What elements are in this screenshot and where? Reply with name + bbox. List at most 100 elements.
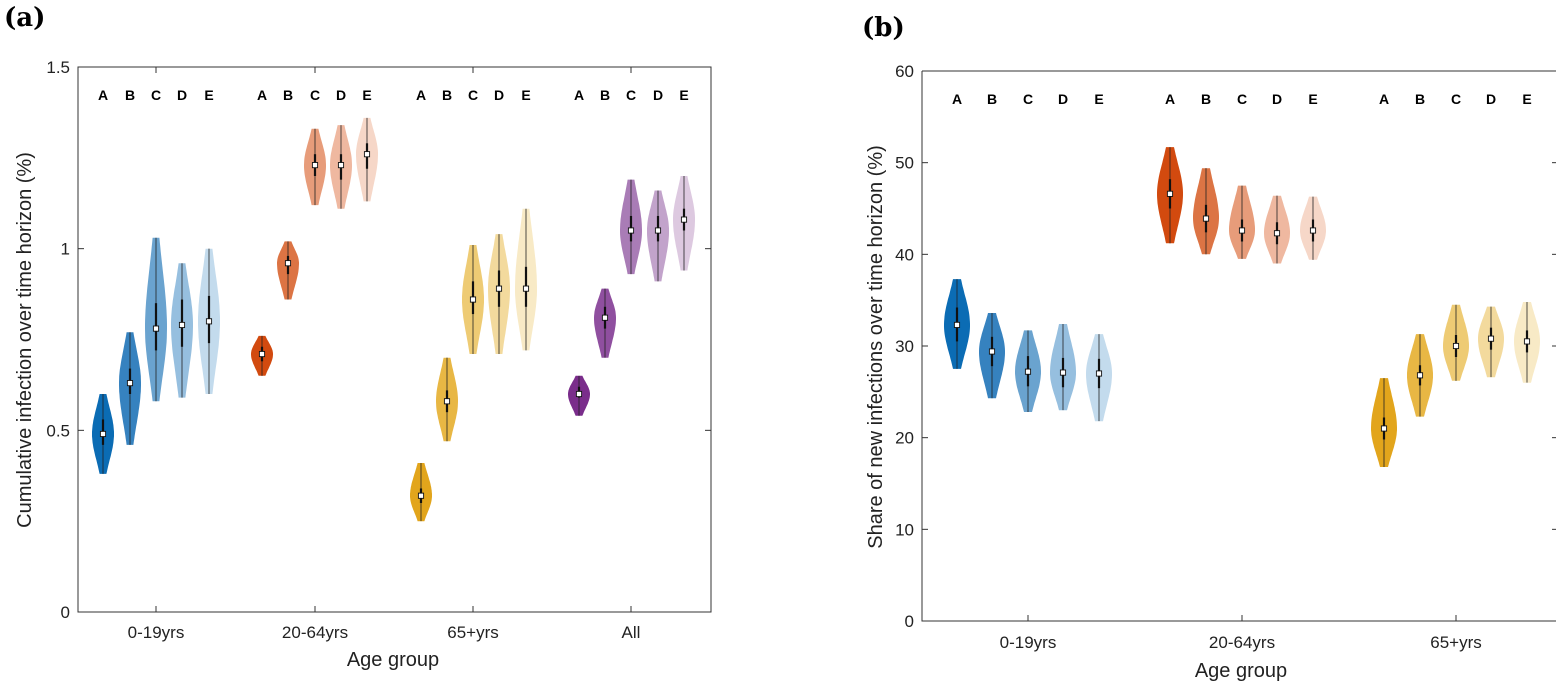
b-scenario-label: B: [987, 91, 997, 107]
b-violin-median: [1487, 335, 1495, 342]
a-violin-median: [284, 260, 292, 267]
b-scenario-label: A: [952, 91, 962, 107]
a-violin-median: [205, 318, 213, 325]
b-violin-median: [1059, 369, 1067, 376]
a-violin-median: [417, 492, 425, 499]
b-violin-median: [1416, 372, 1424, 379]
b-y-tick-label: 40: [895, 245, 914, 264]
b-x-tick-label: 65+yrs: [1430, 633, 1482, 652]
a-scenario-label: E: [362, 87, 371, 103]
a-scenario-label: C: [468, 87, 478, 103]
a-scenario-label: D: [653, 87, 663, 103]
b-violin-median: [953, 321, 961, 328]
b-x-tick-label: 0-19yrs: [1000, 633, 1057, 652]
panel-b-label: (b): [862, 13, 905, 43]
a-scenario-label: D: [177, 87, 187, 103]
a-x-tick-label: All: [622, 623, 641, 642]
b-violin-median: [1166, 190, 1174, 197]
b-scenario-label: E: [1522, 91, 1531, 107]
a-y-tick-label: 0.5: [46, 421, 70, 440]
b-scenario-label: E: [1094, 91, 1103, 107]
b-y-tick-label: 20: [895, 429, 914, 448]
panel-a-violins: [92, 117, 695, 522]
a-scenario-label: D: [336, 87, 346, 103]
panel-b-x-axis-label: Age group: [1195, 660, 1287, 682]
b-y-tick-label: 50: [895, 154, 914, 173]
a-scenario-label: C: [310, 87, 320, 103]
a-violin-median: [152, 325, 160, 332]
panel-a-y-ticks: 0 0.5 1 1.5: [46, 58, 711, 622]
a-scenario-label: D: [494, 87, 504, 103]
b-violin-median: [1238, 227, 1246, 234]
b-violin-median: [1095, 370, 1103, 377]
b-y-tick-label: 60: [895, 62, 914, 81]
panel-b-y-ticks: 0 10 20 30 40 50 60: [895, 62, 1556, 631]
a-scenario-label: A: [574, 87, 584, 103]
a-x-tick-label: 20-64yrs: [282, 623, 348, 642]
b-scenario-label: A: [1379, 91, 1389, 107]
b-violin-median: [988, 348, 996, 355]
b-y-tick-label: 10: [895, 520, 914, 539]
a-scenario-label: B: [600, 87, 610, 103]
a-violin-median: [443, 398, 451, 405]
a-violin-median: [337, 162, 345, 169]
a-scenario-label: A: [416, 87, 426, 103]
a-violin-median: [654, 227, 662, 234]
b-violin-median: [1523, 338, 1531, 345]
b-violin-median: [1380, 425, 1388, 432]
panel-b-x-ticks: 0-19yrs 20-64yrs 65+yrs: [1000, 615, 1482, 652]
b-scenario-label: B: [1415, 91, 1425, 107]
b-scenario-label: D: [1486, 91, 1496, 107]
panel-a-x-axis-label: Age group: [347, 649, 439, 671]
a-violin-median: [601, 314, 609, 321]
a-violin-median: [575, 390, 583, 398]
a-scenario-label: C: [626, 87, 636, 103]
a-violin-median: [680, 216, 688, 223]
a-y-tick-label: 0: [61, 603, 70, 622]
b-violin-median: [1273, 230, 1281, 237]
b-scenario-label: B: [1201, 91, 1211, 107]
b-scenario-label: C: [1023, 91, 1033, 107]
a-scenario-label: E: [204, 87, 213, 103]
a-y-tick-label: 1: [61, 240, 70, 259]
a-violin-median: [178, 321, 186, 329]
b-x-tick-label: 20-64yrs: [1209, 633, 1275, 652]
panel-b-violins: [944, 147, 1540, 467]
panel-a-axes-box: [77, 66, 712, 613]
b-violin-median: [1024, 368, 1032, 375]
a-x-tick-label: 0-19yrs: [128, 623, 185, 642]
b-scenario-label: A: [1165, 91, 1175, 107]
b-scenario-label: C: [1237, 91, 1247, 107]
a-violin-median: [627, 227, 635, 234]
b-violin-median: [1202, 215, 1210, 222]
a-scenario-label: A: [257, 87, 267, 103]
b-scenario-label: E: [1308, 91, 1317, 107]
a-scenario-label: B: [125, 87, 135, 103]
a-scenario-label: E: [521, 87, 530, 103]
b-scenario-label: D: [1058, 91, 1068, 107]
a-scenario-label: A: [98, 87, 108, 103]
panel-a-label: (a): [4, 3, 45, 33]
b-scenario-label: C: [1451, 91, 1461, 107]
b-y-tick-label: 0: [905, 612, 914, 631]
a-violin-median: [469, 296, 477, 303]
a-violin-median: [99, 430, 107, 438]
panel-a-y-axis-label: Cumulative infection over time horizon (…: [14, 152, 36, 528]
a-y-tick-label: 1.5: [46, 58, 70, 77]
a-violin-median: [311, 162, 319, 169]
a-violin-median: [126, 380, 134, 387]
a-violin-median: [495, 285, 503, 292]
panel-a-x-ticks: 0-19yrs 20-64yrs 65+yrs All: [128, 67, 641, 642]
a-violin-median: [258, 350, 266, 358]
b-scenario-label: D: [1272, 91, 1282, 107]
a-violin-median: [363, 151, 371, 158]
panel-b-y-axis-label: Share of new infections over time horizo…: [865, 145, 887, 549]
a-scenario-label: C: [151, 87, 161, 103]
a-x-tick-label: 65+yrs: [447, 623, 499, 642]
a-scenario-label: B: [442, 87, 452, 103]
b-y-tick-label: 30: [895, 337, 914, 356]
a-violin-median: [522, 285, 530, 292]
